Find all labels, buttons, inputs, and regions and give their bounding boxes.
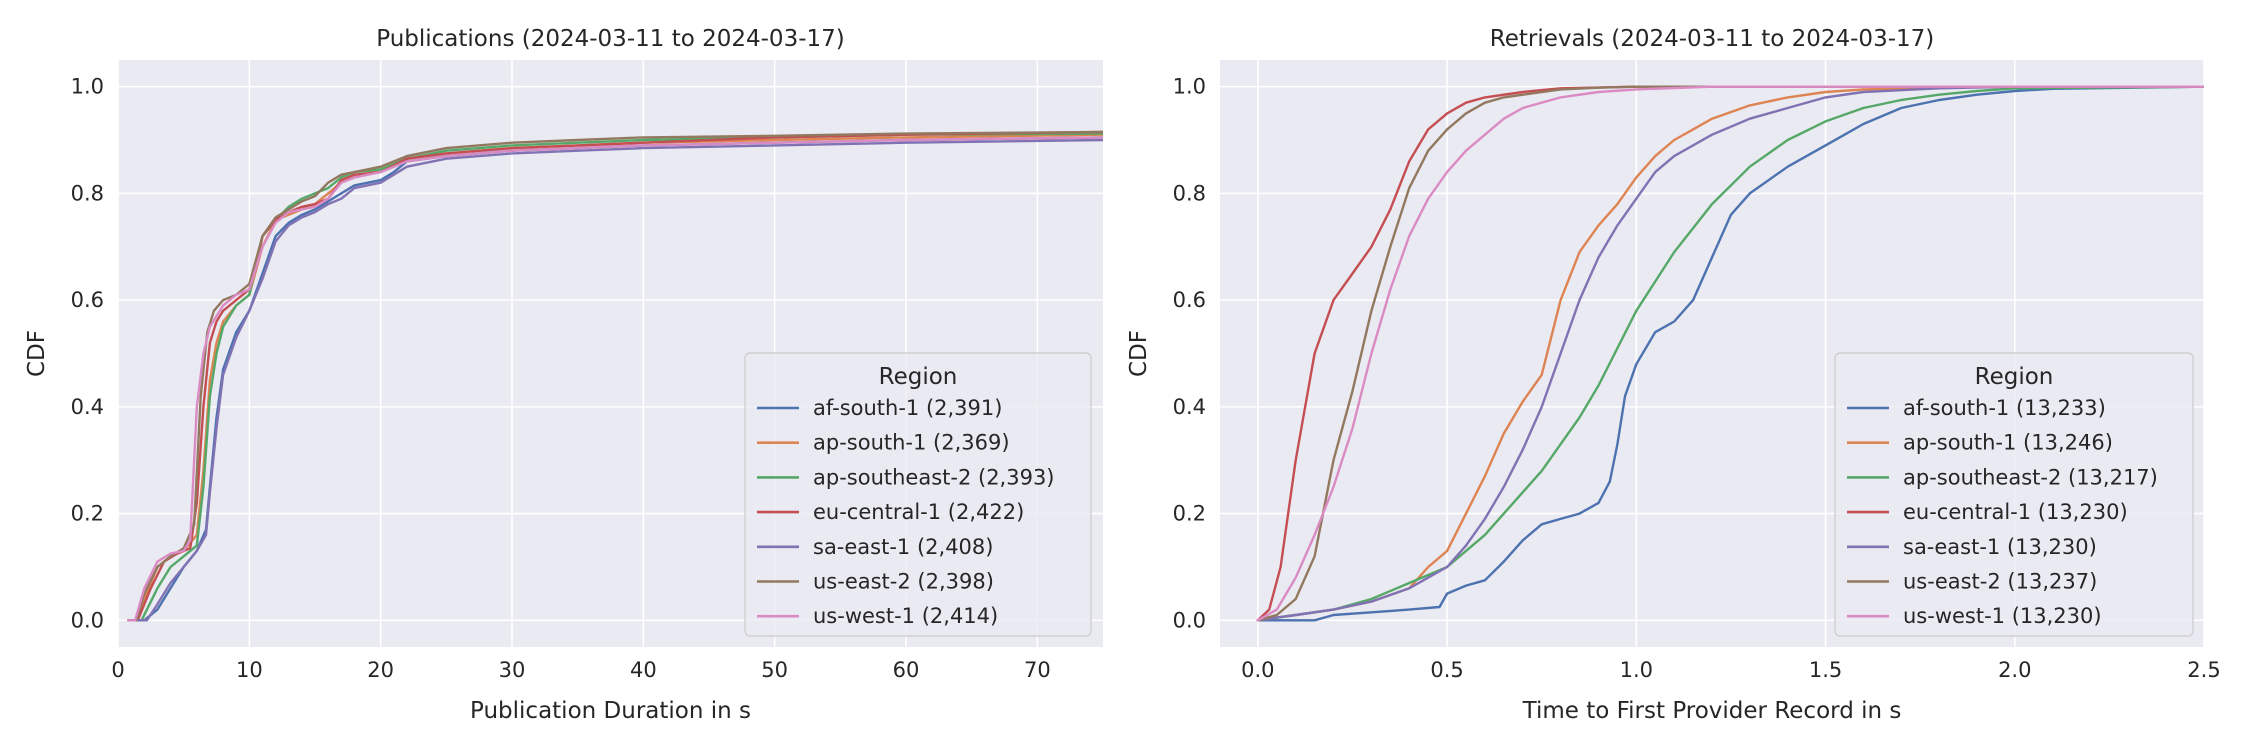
x-tick-label: 30 — [499, 658, 526, 682]
legend-entry: ap-southeast-2 (2,393) — [813, 465, 1055, 489]
legend-box — [744, 352, 1092, 637]
legend-entry: ap-south-1 (13,246) — [1903, 431, 2113, 455]
series-line-us-east-2 — [1256, 85, 2204, 622]
y-tick-label: 0.6 — [1173, 288, 1206, 312]
y-axis-label: CDF — [1126, 330, 1152, 377]
legend-entry: af-south-1 (2,391) — [813, 396, 1002, 420]
legend-box — [1834, 352, 2194, 637]
x-tick-label: 10 — [236, 658, 263, 682]
y-axis-label: CDF — [24, 330, 50, 377]
x-tick-label: 70 — [1024, 658, 1051, 682]
y-tick-label: 0.0 — [1173, 608, 1206, 632]
y-tick-label: 0.8 — [71, 181, 104, 205]
series-group — [1256, 85, 2204, 622]
legend-entry: ap-southeast-2 (13,217) — [1903, 465, 2158, 489]
x-tick-label: 1.0 — [1620, 658, 1653, 682]
x-tick-label: 1.5 — [1809, 658, 1842, 682]
x-tick-label: 0.0 — [1241, 658, 1274, 682]
y-tick-label: 1.0 — [71, 75, 104, 99]
legend-entry: us-east-2 (13,237) — [1903, 570, 2097, 594]
y-tick-label: 0.2 — [71, 502, 104, 526]
series-line-us-east-2 — [127, 130, 1103, 622]
x-tick-label: 0.5 — [1430, 658, 1463, 682]
series-line-af-south-1 — [1256, 85, 2204, 622]
x-tick-label: 20 — [367, 658, 394, 682]
series-group — [127, 130, 1103, 622]
series-line-ap-southeast-2 — [1256, 85, 2204, 622]
legend: Region af-south-1 (2,391) ap-south-1 (2,36… — [744, 352, 1092, 637]
legend-entry: eu-central-1 (2,422) — [813, 500, 1024, 524]
legend-entry: us-west-1 (13,230) — [1903, 604, 2102, 628]
publications-chart: 0 10 20 30 40 50 60 70 0.0 0.2 0.4 0.6 0.8 1.0 Publica… — [24, 26, 1103, 724]
x-tick-label: 50 — [761, 658, 788, 682]
legend-entry: us-west-1 (2,414) — [813, 604, 998, 628]
series-line-us-west-1 — [127, 136, 1103, 622]
x-tick-label: 40 — [630, 658, 657, 682]
series-line-eu-central-1 — [1256, 85, 2204, 622]
series-line-ap-south-1 — [1256, 85, 2204, 622]
x-tick-label: 2.0 — [1998, 658, 2031, 682]
x-tick-label: 60 — [893, 658, 920, 682]
chart-title: Publications (2024-03-11 to 2024-03-17) — [376, 26, 845, 52]
legend: Region af-south-1 (13,233) ap-south-1 (13,… — [1834, 352, 2194, 637]
legend-entry: us-east-2 (2,398) — [813, 570, 994, 594]
legend-entry: ap-south-1 (2,369) — [813, 431, 1010, 455]
legend-title: Region — [879, 364, 958, 390]
retrievals-chart: 0.0 0.5 1.0 1.5 2.0 2.5 0.0 0.2 0.4 0.6 0.8 1.0 Retr… — [1126, 26, 2221, 724]
y-tick-label: 0.2 — [1173, 502, 1206, 526]
series-line-ap-southeast-2 — [127, 132, 1103, 622]
x-tick-label: 0 — [111, 658, 124, 682]
y-tick-label: 0.0 — [71, 608, 104, 632]
y-tick-label: 0.4 — [1173, 395, 1206, 419]
series-line-sa-east-1 — [1256, 85, 2204, 622]
x-axis-label: Time to First Provider Record in s — [1522, 698, 1902, 724]
y-tick-label: 1.0 — [1173, 75, 1206, 99]
series-line-sa-east-1 — [127, 138, 1103, 622]
series-line-eu-central-1 — [127, 130, 1103, 622]
series-line-us-west-1 — [1256, 85, 2204, 622]
legend-entry: af-south-1 (13,233) — [1903, 396, 2106, 420]
legend-entry: sa-east-1 (13,230) — [1903, 535, 2097, 559]
x-tick-label: 2.5 — [2187, 658, 2220, 682]
y-tick-label: 0.8 — [1173, 181, 1206, 205]
x-axis-label: Publication Duration in s — [470, 698, 751, 724]
legend-entry: eu-central-1 (13,230) — [1903, 500, 2128, 524]
y-tick-label: 0.6 — [71, 288, 104, 312]
legend-title: Region — [1975, 364, 2054, 390]
y-tick-label: 0.4 — [71, 395, 104, 419]
legend-entry: sa-east-1 (2,408) — [813, 535, 993, 559]
chart-title: Retrievals (2024-03-11 to 2024-03-17) — [1490, 26, 1935, 52]
